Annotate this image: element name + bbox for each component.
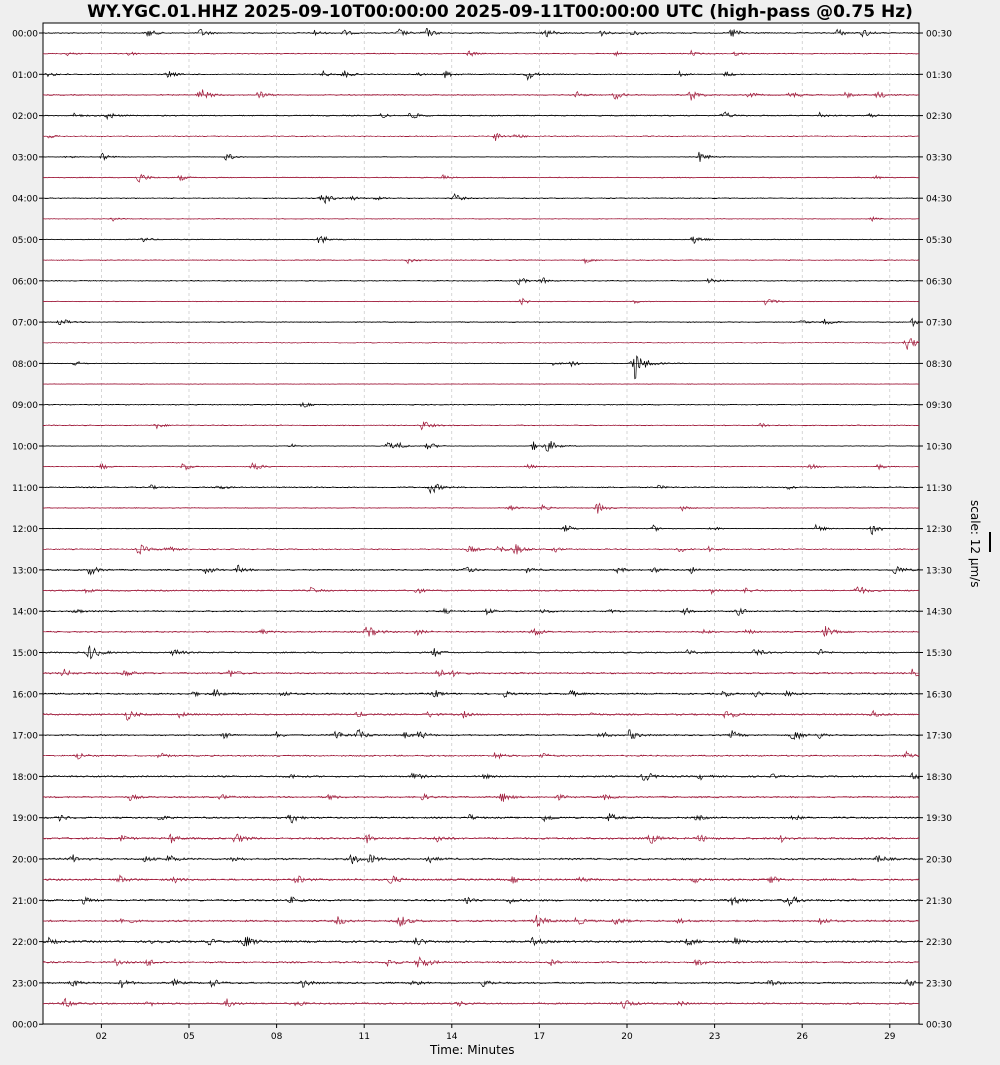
row-label-right: 15:30 [926,649,952,659]
row-label-left: 08:00 [12,360,38,370]
row-label-right: 22:30 [926,938,952,948]
row-label-right: 14:30 [926,608,952,618]
row-label-right: 03:30 [926,153,952,163]
row-label-left: 03:00 [12,153,38,163]
x-tick-label: 05 [183,1032,194,1042]
row-label-left: 14:00 [12,608,38,618]
row-label-left: 01:00 [12,71,38,81]
row-label-left: 02:00 [12,112,38,122]
row-label-right: 00:30 [926,1021,952,1031]
row-label-left: 00:00 [12,30,38,40]
row-label-right: 02:30 [926,112,952,122]
row-label-right: 05:30 [926,236,952,246]
row-label-left: 06:00 [12,277,38,287]
row-label-left: 19:00 [12,814,38,824]
x-tick-label: 11 [358,1032,369,1042]
x-tick-label: 14 [446,1032,458,1042]
row-label-left: 07:00 [12,319,38,329]
trace-row-46 [42,977,920,989]
chart-title: WY.YGC.01.HHZ 2025-09-10T00:00:00 2025-0… [87,2,913,22]
row-label-right: 21:30 [926,897,952,907]
x-tick-label: 17 [534,1032,545,1042]
row-label-right: 18:30 [926,773,952,783]
row-label-left: 00:00 [12,1021,38,1031]
x-axis-label: Time: Minutes [430,1043,515,1057]
row-label-left: 10:00 [12,443,38,453]
row-label-left: 12:00 [12,525,38,535]
row-label-left: 05:00 [12,236,38,246]
row-label-left: 17:00 [12,732,38,742]
plot-area [42,22,920,1025]
row-label-left: 23:00 [12,979,38,989]
x-tick-label: 20 [621,1032,633,1042]
row-label-right: 07:30 [926,319,952,329]
row-label-right: 01:30 [926,71,952,81]
row-label-right: 20:30 [926,856,952,866]
row-label-left: 16:00 [12,690,38,700]
x-tick-label: 23 [709,1032,720,1042]
trace-row-39 [42,833,919,844]
scale-label: scale: 12 μm/s [968,500,982,588]
row-label-right: 11:30 [926,484,952,494]
x-tick-label: 29 [884,1032,896,1042]
row-label-left: 20:00 [12,856,38,866]
row-label-right: 04:30 [926,195,952,205]
scale-bar [989,532,991,552]
trace-row-41 [43,874,920,884]
x-tick-label: 08 [271,1032,283,1042]
x-tick-label: 02 [96,1032,107,1042]
row-label-left: 22:00 [12,938,38,948]
row-label-left: 09:00 [12,401,38,411]
x-tick-label: 26 [796,1032,808,1042]
row-label-left: 18:00 [12,773,38,783]
trace-row-40 [42,853,920,865]
row-label-right: 12:30 [926,525,952,535]
row-label-right: 08:30 [926,360,952,370]
row-label-right: 17:30 [926,732,952,742]
row-label-right: 13:30 [926,566,952,576]
row-label-right: 23:30 [926,979,952,989]
row-label-right: 09:30 [926,401,952,411]
row-label-right: 16:30 [926,690,952,700]
row-label-left: 04:00 [12,195,38,205]
row-label-right: 10:30 [926,443,952,453]
row-label-right: 19:30 [926,814,952,824]
row-label-left: 15:00 [12,649,38,659]
row-label-left: 13:00 [12,566,38,576]
row-label-right: 06:30 [926,277,952,287]
row-label-right: 00:30 [926,30,952,40]
row-label-left: 21:00 [12,897,38,907]
row-label-left: 11:00 [12,484,38,494]
